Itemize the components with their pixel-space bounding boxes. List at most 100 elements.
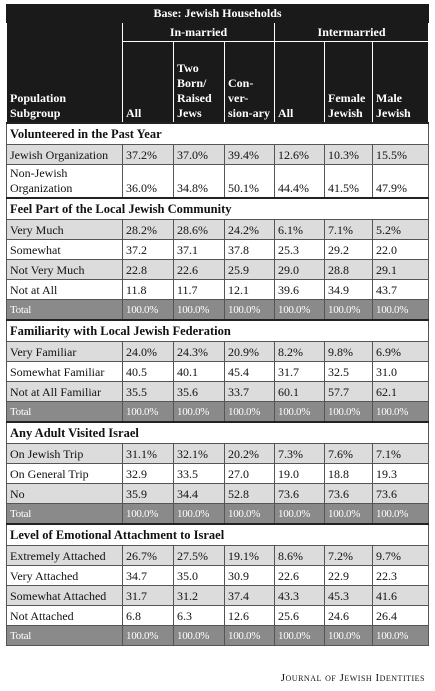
- cell-value: 8.6%: [274, 545, 325, 566]
- section-title: Any Adult Visited Israel: [5, 421, 430, 444]
- cell-value: 19.0: [274, 463, 325, 484]
- data-row: Non-Jewish Organization 36.0% 34.8% 50.1% 44…: [6, 164, 430, 199]
- section-row: Level of Emotional Attachment to Israel: [5, 523, 430, 546]
- cell-value: 100.0%: [173, 401, 225, 423]
- cell-value: 44.4%: [274, 164, 325, 199]
- cell-value: 24.2%: [224, 219, 275, 240]
- cell-value: 15.5%: [371, 144, 430, 165]
- row-label: Not Very Much: [6, 259, 123, 280]
- cell-value: 9.7%: [371, 545, 430, 566]
- row-label: Very Much: [6, 219, 123, 240]
- cell-value: 41.6: [371, 585, 430, 606]
- cell-value: 60.1: [274, 381, 325, 402]
- row-label: Somewhat Familiar: [6, 361, 123, 382]
- cell-value: 100.0%: [224, 503, 275, 525]
- cell-value: 45.3: [324, 585, 373, 606]
- column-row: All Two Born/ Raised Jews Con-ver-sion-a…: [7, 41, 430, 124]
- column-header: All: [122, 41, 174, 124]
- section-row: Feel Part of the Local Jewish Community: [5, 197, 430, 220]
- cell-value: 6.9%: [371, 341, 430, 362]
- cell-value: 100.0%: [224, 401, 275, 423]
- cell-value: 12.1: [224, 279, 275, 300]
- total-row: Total 100.0% 100.0% 100.0% 100.0% 100.0% 100.0…: [6, 401, 430, 423]
- cell-value: 36.0%: [122, 164, 174, 199]
- data-table: Base: Jewish Households Population Subgr…: [5, 4, 430, 646]
- data-row: Very Attached 34.7 35.0 30.9 22.6 22.9 22.3: [6, 565, 430, 586]
- cell-value: 43.3: [274, 585, 325, 606]
- cell-value: 33.5: [173, 463, 225, 484]
- cell-value: 37.0%: [173, 144, 225, 165]
- cell-value: 35.6: [173, 381, 225, 402]
- group-header: Intermarried: [273, 22, 430, 42]
- section-row: Any Adult Visited Israel: [5, 421, 430, 444]
- cell-value: 100.0%: [173, 625, 225, 646]
- cell-value: 22.6: [274, 565, 325, 586]
- cell-value: 10.3%: [324, 144, 373, 165]
- cell-value: 26.7%: [122, 545, 174, 566]
- cell-value: 9.8%: [324, 341, 373, 362]
- cell-value: 37.4: [224, 585, 275, 606]
- column-header: Population Subgroup: [6, 22, 123, 124]
- cell-value: 29.2: [324, 239, 373, 260]
- cell-value: 6.3: [173, 605, 225, 626]
- total-row: Total 100.0% 100.0% 100.0% 100.0% 100.0% 100.0…: [6, 503, 430, 525]
- cell-value: 100.0%: [324, 625, 373, 646]
- cell-value: 100.0%: [324, 401, 373, 423]
- cell-value: 24.3%: [173, 341, 225, 362]
- cell-value: 7.2%: [324, 545, 373, 566]
- cell-value: 37.8: [224, 239, 275, 260]
- base-label: Base: Jewish Households: [5, 4, 430, 23]
- data-row: Not Attached 6.8 6.3 12.6 25.6 24.6 26.4: [6, 605, 430, 626]
- cell-value: 19.1%: [224, 545, 275, 566]
- cell-value: 29.1: [371, 259, 430, 280]
- cell-value: 12.6: [224, 605, 275, 626]
- cell-value: 52.8: [224, 483, 275, 504]
- cell-value: 100.0%: [122, 401, 174, 423]
- cell-value: 34.4: [173, 483, 225, 504]
- data-row: Jewish Organization 37.2% 37.0% 39.4% 12.6% 1…: [6, 144, 430, 165]
- cell-value: 45.4: [224, 361, 275, 382]
- data-row: Very Much 28.2% 28.6% 24.2% 6.1% 7.1% 5.2%: [6, 219, 430, 240]
- cell-value: 50.1%: [224, 164, 275, 199]
- cell-value: 43.7: [371, 279, 430, 300]
- cell-value: 73.6: [324, 483, 373, 504]
- cell-value: 39.6: [274, 279, 325, 300]
- column-header: Two Born/ Raised Jews: [173, 41, 225, 124]
- section-title: Feel Part of the Local Jewish Community: [5, 197, 430, 220]
- cell-value: 19.3: [371, 463, 430, 484]
- row-label: Total: [6, 625, 123, 646]
- group-row: Population Subgroup In-married Intermarr…: [6, 22, 430, 124]
- cell-value: 22.8: [122, 259, 174, 280]
- row-label: Very Familiar: [6, 341, 123, 362]
- row-label: Somewhat Attached: [6, 585, 123, 606]
- cell-value: 22.3: [371, 565, 430, 586]
- section-title: Familiarity with Local Jewish Federation: [5, 319, 430, 342]
- cell-value: 34.7: [122, 565, 174, 586]
- cell-value: 29.0: [274, 259, 325, 280]
- cell-value: 31.7: [122, 585, 174, 606]
- cell-value: 100.0%: [274, 299, 325, 321]
- data-row: Extremely Attached 26.7% 27.5% 19.1% 8.6% 7.2…: [6, 545, 430, 566]
- row-label: Not at All: [6, 279, 123, 300]
- row-label: Total: [6, 401, 123, 423]
- cell-value: 37.1: [173, 239, 225, 260]
- cell-value: 40.5: [122, 361, 174, 382]
- row-label: Very Attached: [6, 565, 123, 586]
- cell-value: 32.1%: [173, 443, 225, 464]
- cell-value: 28.8: [324, 259, 373, 280]
- data-row: Not at All 11.8 11.7 12.1 39.6 34.9 43.7: [6, 279, 430, 300]
- section-row: Familiarity with Local Jewish Federation: [5, 319, 430, 342]
- cell-value: 12.6%: [274, 144, 325, 165]
- cell-value: 20.9%: [224, 341, 275, 362]
- total-row: Total 100.0% 100.0% 100.0% 100.0% 100.0% 100.0…: [6, 625, 430, 646]
- cell-value: 35.9: [122, 483, 174, 504]
- data-row: Not at All Familiar 35.5 35.6 33.7 60.1 57.7 6…: [6, 381, 430, 402]
- cell-value: 57.7: [324, 381, 373, 402]
- cell-value: 22.9: [324, 565, 373, 586]
- cell-value: 34.9: [324, 279, 373, 300]
- column-header: Con-ver-sion-ary: [224, 41, 275, 124]
- row-label: Not Attached: [6, 605, 123, 626]
- table-header: Base: Jewish Households Population Subgr…: [5, 4, 430, 124]
- cell-value: 7.6%: [324, 443, 373, 464]
- cell-value: 26.4: [371, 605, 430, 626]
